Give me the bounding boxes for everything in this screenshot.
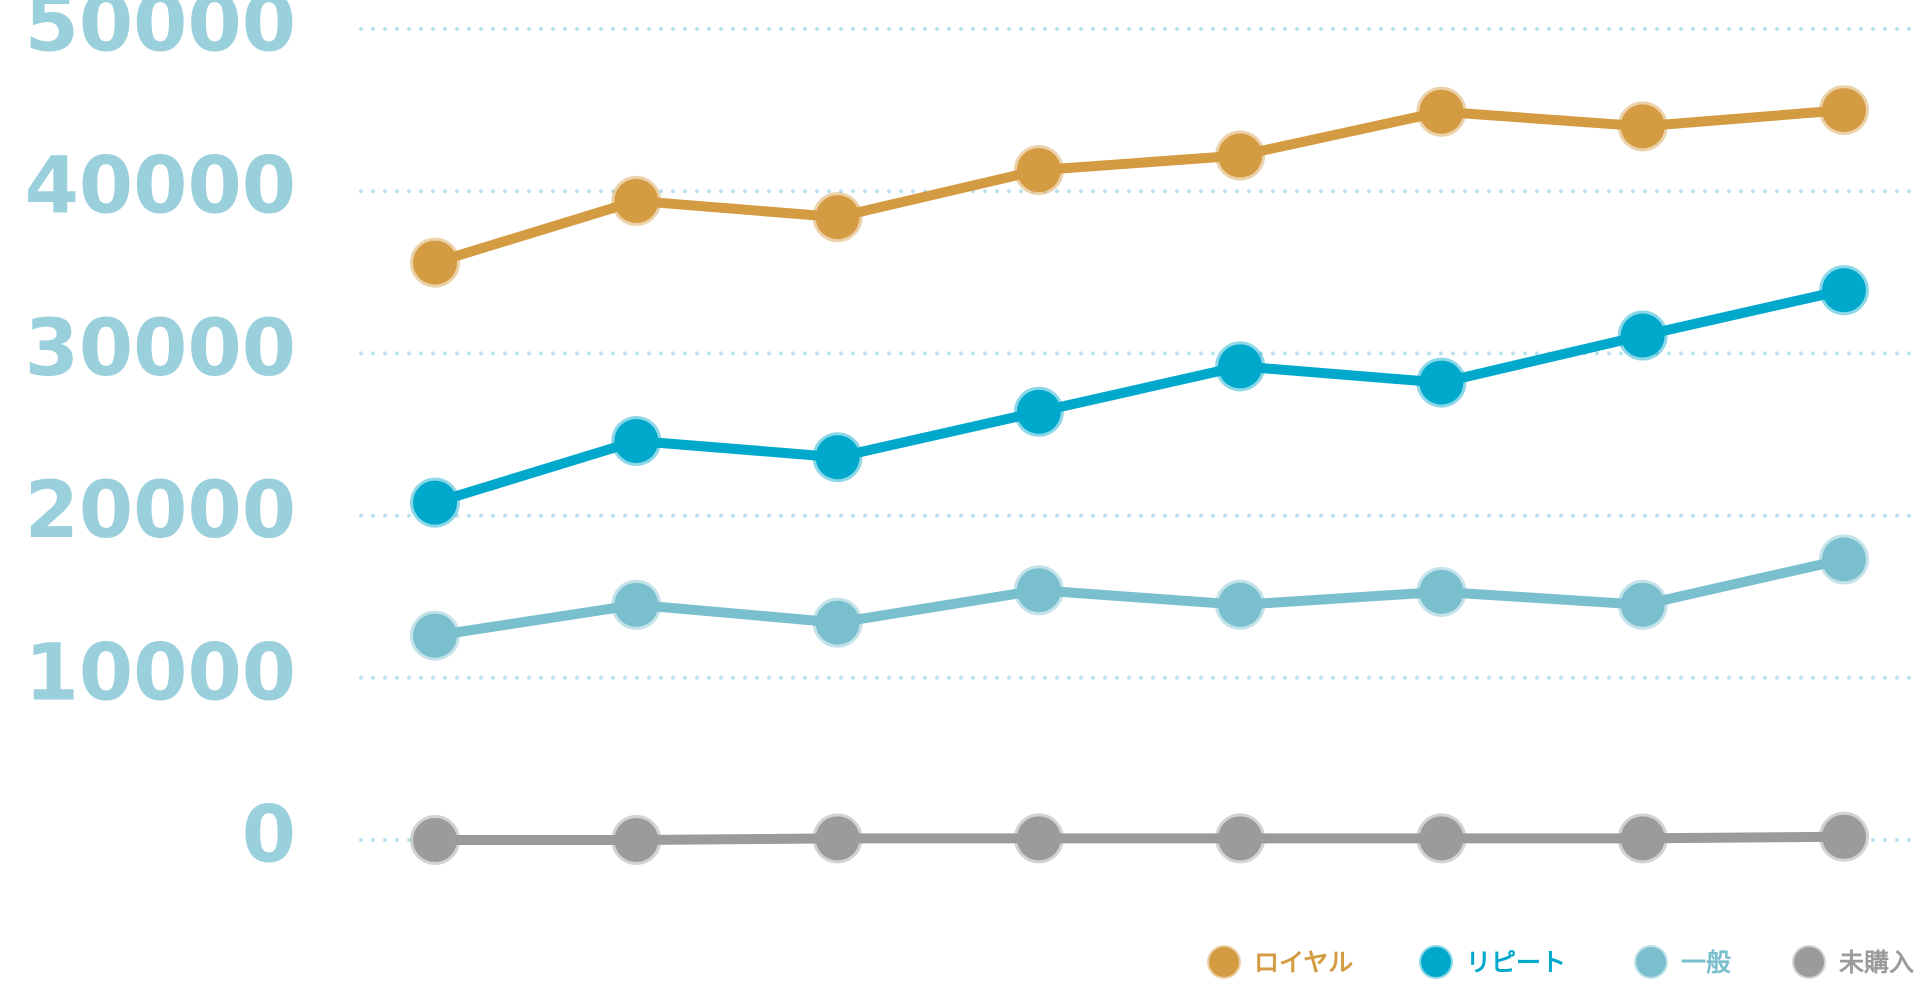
- point: [410, 477, 460, 528]
- point: [1416, 566, 1467, 617]
- y-tick-label: 20000: [25, 466, 296, 556]
- series-line: [433, 105, 1845, 268]
- point: [611, 815, 662, 865]
- point: [1416, 86, 1467, 137]
- point: [1013, 565, 1064, 616]
- point: [1617, 101, 1668, 152]
- point: [1215, 579, 1266, 630]
- point: [1819, 811, 1869, 862]
- point: [1215, 813, 1266, 864]
- legend-label: リピート: [1466, 948, 1566, 977]
- legend-marker: [1207, 945, 1241, 979]
- point: [1819, 534, 1869, 585]
- series-line: [433, 285, 1846, 508]
- point: [812, 192, 863, 243]
- point: [410, 237, 460, 288]
- point: [1819, 85, 1869, 136]
- point: [611, 175, 662, 226]
- point: [1013, 145, 1064, 196]
- point: [1416, 357, 1467, 408]
- legend-marker: [1419, 945, 1453, 979]
- y-tick-label: 0: [242, 790, 296, 880]
- point: [812, 432, 863, 483]
- point: [812, 597, 863, 648]
- point: [1215, 130, 1266, 181]
- legend-marker: [1792, 945, 1826, 979]
- point: [410, 815, 460, 865]
- y-tick-label: 40000: [25, 142, 296, 232]
- point: [1819, 265, 1869, 316]
- point: [611, 415, 662, 466]
- point: [1013, 813, 1064, 864]
- y-tick-label: 50000: [25, 0, 296, 69]
- point: [1416, 813, 1467, 864]
- y-tick-label: 30000: [25, 304, 296, 394]
- series-line: [434, 554, 1846, 641]
- legend-label: 未購入: [1839, 948, 1914, 977]
- point: [1215, 341, 1266, 392]
- y-tick-label: 10000: [25, 628, 296, 718]
- point: [410, 610, 460, 661]
- point: [1617, 579, 1668, 630]
- point: [611, 579, 662, 630]
- point: [1617, 813, 1668, 864]
- legend-marker: [1634, 945, 1668, 979]
- legend-label: 一般: [1681, 948, 1731, 977]
- legend-label: ロイヤル: [1254, 948, 1353, 977]
- point: [1617, 310, 1668, 361]
- series-line: [435, 831, 1845, 845]
- point: [812, 813, 863, 864]
- point: [1013, 386, 1064, 437]
